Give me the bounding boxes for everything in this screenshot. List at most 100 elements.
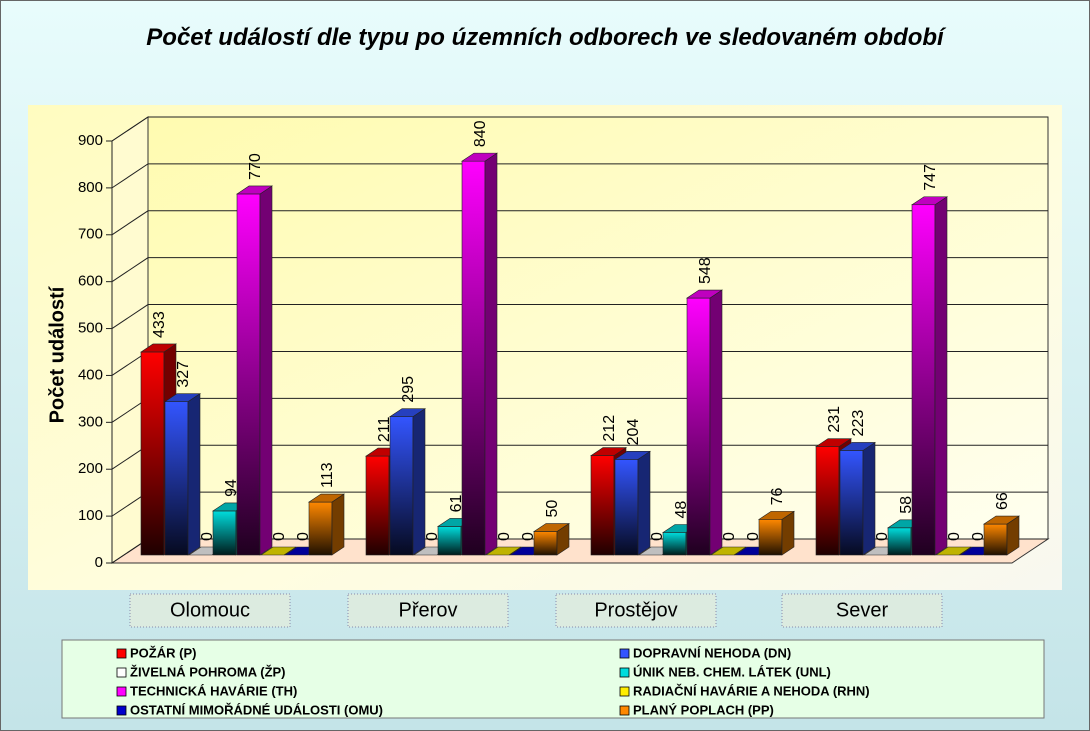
bar-side: [187, 393, 201, 556]
y-tick-label: 100: [78, 507, 103, 524]
value-label: 76: [769, 487, 786, 505]
value-label: 0: [874, 532, 891, 541]
legend-marker: [619, 648, 630, 659]
bar-top: [935, 546, 972, 556]
bar-side: [484, 152, 498, 556]
value-label: 48: [673, 501, 690, 519]
grid-line: [111, 257, 1048, 283]
bar-top: [308, 493, 345, 503]
bar: [212, 510, 237, 556]
bar-top: [614, 451, 651, 460]
x-tick-label: Sever: [836, 599, 889, 621]
bar-top: [590, 447, 627, 456]
bar-side: [709, 289, 723, 556]
bar-top: [758, 511, 795, 520]
category-box: [129, 593, 291, 628]
value-label: 0: [496, 532, 513, 541]
bar-top: [140, 343, 177, 353]
bar-side: [637, 450, 651, 556]
legend-label: PLANÝ POPLACH (PP): [633, 702, 774, 717]
value-label: 433: [151, 311, 168, 338]
bar: [437, 526, 462, 556]
bar: [815, 446, 840, 556]
value-label: 0: [199, 532, 216, 541]
legend-label: ÚNIK NEB. CHEM. LÁTEK (UNL): [633, 664, 831, 679]
bar: [839, 450, 864, 556]
bar-side: [331, 493, 345, 556]
value-label: 0: [424, 532, 441, 541]
bar-top: [389, 408, 426, 417]
bar: [389, 416, 414, 556]
bar-top: [839, 442, 876, 451]
legend-marker: [116, 705, 127, 716]
value-label: 50: [544, 500, 561, 518]
y-tick-label: 200: [78, 460, 103, 477]
y-tick-label: 600: [78, 273, 103, 290]
value-label: 61: [448, 494, 465, 512]
value-label: 0: [721, 532, 738, 541]
bar: [887, 527, 912, 556]
category-box: [347, 593, 509, 628]
bar-side: [412, 408, 426, 556]
bar: [461, 160, 486, 556]
bar-top: [533, 523, 570, 532]
x-tick-label: Přerov: [399, 599, 458, 621]
legend-marker: [116, 686, 127, 697]
value-label: 212: [601, 415, 618, 442]
legend-label: OSTATNÍ MIMOŘÁDNÉ UDÁLOSTI (OMU): [130, 702, 383, 717]
bar: [308, 501, 333, 556]
value-label: 0: [520, 532, 537, 541]
legend-label: TECHNICKÁ HAVÁRIE (TH): [130, 683, 297, 698]
value-label: 0: [649, 532, 666, 541]
bar: [911, 204, 936, 556]
value-label: 58: [898, 496, 915, 514]
value-label: 770: [247, 153, 264, 180]
bar-side: [934, 196, 948, 556]
bar-top: [461, 152, 498, 162]
value-label: 66: [994, 492, 1011, 510]
value-label: 0: [970, 532, 987, 541]
legend-marker: [116, 648, 127, 659]
y-tick-label: 400: [78, 366, 103, 383]
bar-top: [710, 546, 747, 556]
bar-top: [260, 546, 297, 556]
grid-line: [111, 304, 1048, 329]
bar: [983, 523, 1008, 556]
value-label: 211: [376, 416, 393, 442]
bar-side: [259, 185, 273, 556]
value-label: 0: [946, 532, 963, 541]
y-tick-label: 0: [95, 554, 103, 571]
bar-top: [815, 438, 852, 447]
bar: [533, 531, 558, 556]
x-tick-label: Olomouc: [170, 599, 250, 621]
bar: [662, 532, 687, 556]
y-axis-label: Počet událostí: [46, 285, 68, 423]
bar-side: [862, 441, 876, 556]
value-label: 94: [223, 479, 240, 497]
legend-marker: [619, 705, 630, 716]
legend-marker: [116, 667, 127, 678]
legend-box: [61, 639, 1045, 719]
bar: [236, 193, 261, 556]
bar-top: [164, 393, 201, 402]
grid-line: [111, 116, 1048, 142]
y-tick-label: 700: [78, 226, 103, 243]
legend-label: POŽÁR (P): [130, 645, 196, 660]
bar: [590, 455, 615, 556]
value-label: 223: [850, 410, 867, 437]
value-label: 327: [175, 361, 192, 388]
bar: [365, 455, 390, 556]
value-label: 204: [625, 419, 642, 446]
y-tick-label: 800: [78, 179, 103, 196]
chart-title: Počet událostí dle typu po územních odbo…: [146, 24, 944, 51]
bar-top: [686, 289, 723, 299]
grid-line: [111, 210, 1048, 236]
legend-label: RADIAČNÍ HAVÁRIE A NEHODA (RHN): [633, 683, 870, 698]
value-label: 840: [472, 120, 489, 147]
bar-top: [911, 196, 948, 206]
legend-label: DOPRAVNÍ NEHODA (DN): [633, 645, 791, 660]
y-tick-label: 300: [78, 413, 103, 430]
category-box: [555, 593, 717, 628]
